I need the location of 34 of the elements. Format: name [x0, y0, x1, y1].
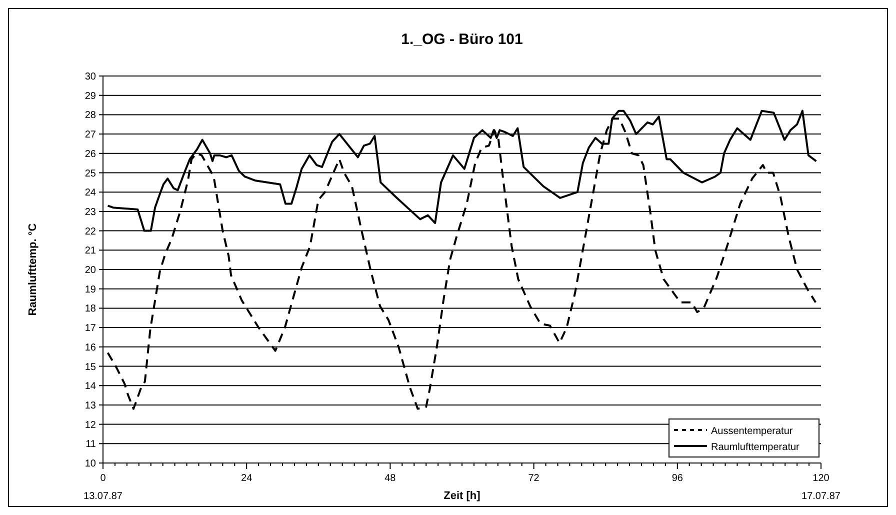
y-tick-label: 20 — [84, 265, 96, 276]
x-tick-label: 24 — [241, 473, 253, 484]
y-tick-label: 23 — [84, 206, 96, 218]
text: 13.07.87 — [84, 491, 123, 502]
x-tick-label: 96 — [672, 473, 684, 484]
y-tick-label: 27 — [84, 130, 96, 141]
y-tick-label: 13 — [84, 400, 96, 412]
y-tick-label: 29 — [84, 90, 96, 102]
chart-title: 1._OG - Büro 101 — [401, 31, 523, 48]
x-tick-label: 48 — [384, 473, 396, 484]
y-tick-label: 28 — [84, 110, 96, 122]
y-tick-label: 15 — [84, 362, 96, 373]
y-tick-label: 26 — [84, 148, 96, 160]
legend-label: Aussentemperatur — [711, 426, 794, 437]
y-axis-title: Raumlufttemp. °C — [27, 223, 39, 316]
y-tick-label: 30 — [84, 72, 96, 82]
y-tick-label: 12 — [84, 420, 96, 431]
y-tick-label: 10 — [84, 458, 96, 470]
y-tick-label: 14 — [84, 381, 96, 392]
legend-label: Raumlufttemperatur — [711, 442, 800, 453]
text: 17.07.87 — [802, 491, 841, 502]
y-tick-label: 21 — [84, 246, 96, 257]
y-tick-label: 16 — [84, 342, 96, 354]
y-tick-label: 18 — [84, 304, 96, 315]
y-tick-label: 17 — [84, 323, 96, 334]
y-tick-label: 24 — [84, 188, 96, 199]
x-tick-label: 120 — [812, 473, 830, 484]
x-tick-label: 0 — [100, 473, 106, 484]
y-tick-label: 11 — [86, 439, 96, 450]
x-tick-label: 72 — [528, 473, 540, 484]
y-tick-label: 25 — [84, 168, 96, 180]
y-tick-label: 19 — [84, 284, 96, 296]
y-tick-label: 22 — [84, 226, 96, 238]
x-axis-title: Zeit [h] — [444, 490, 481, 502]
